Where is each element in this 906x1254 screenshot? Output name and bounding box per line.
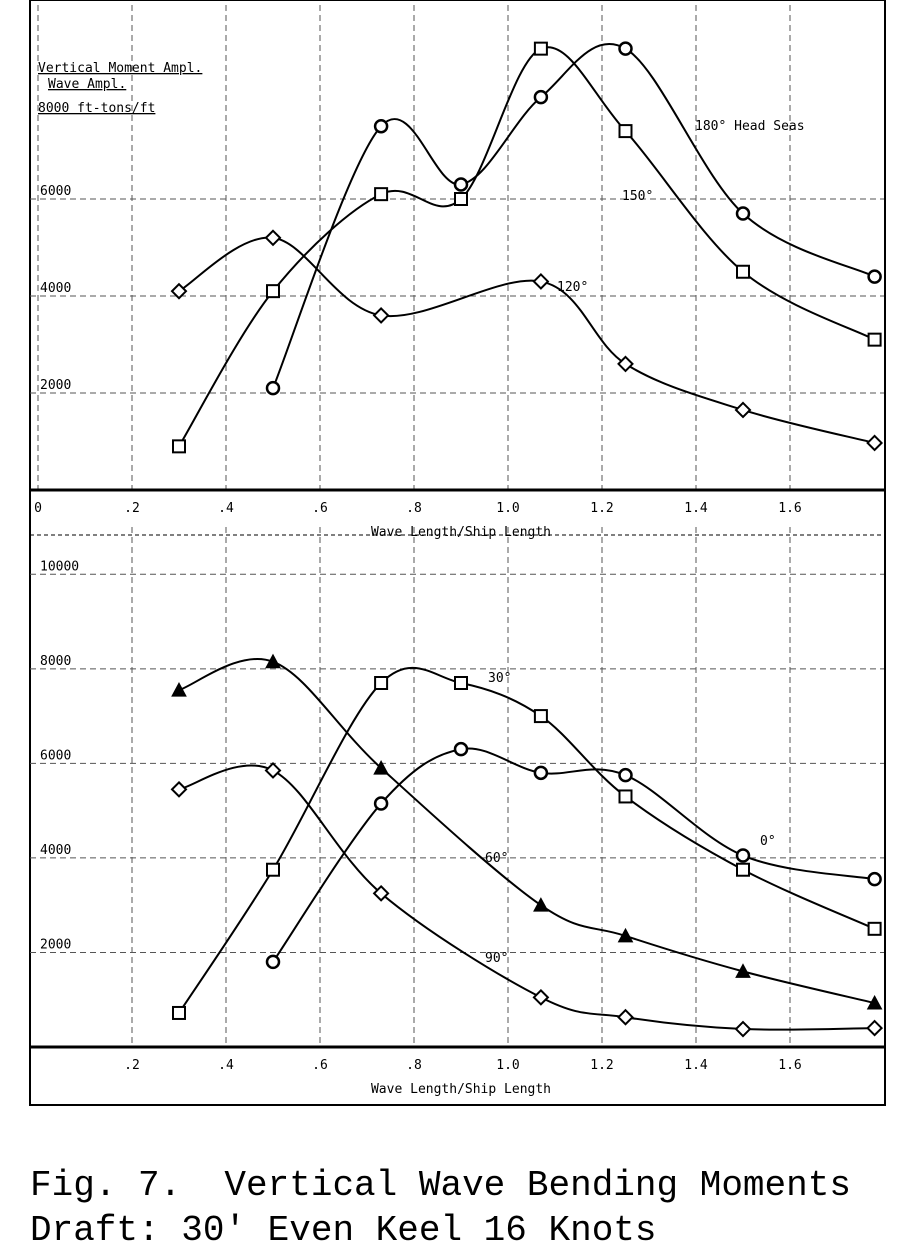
marker — [866, 994, 883, 1010]
x-tick-label: 1.2 — [590, 501, 613, 516]
series-label: 30° — [488, 671, 511, 686]
marker — [170, 780, 188, 798]
series-label: 180° Head Seas — [695, 119, 805, 134]
y-tick-label: 6000 — [40, 748, 71, 763]
marker — [266, 284, 280, 299]
x-tick-label: .6 — [312, 501, 328, 516]
marker — [736, 862, 750, 877]
caption: Fig. 7. Vertical Wave Bending Moments — [30, 1165, 851, 1206]
marker — [532, 273, 550, 290]
x-tick-label: 0 — [34, 501, 42, 516]
series-label: 120° — [557, 280, 588, 295]
marker — [866, 434, 884, 452]
y-tick-label: 4000 — [40, 843, 71, 858]
curve — [272, 42, 876, 389]
y-tick-label: 2000 — [40, 378, 71, 393]
series-label: 0° — [760, 834, 776, 849]
x-tick-label: 1.4 — [684, 1058, 708, 1073]
marker — [373, 760, 389, 775]
series-label: 90° — [485, 951, 508, 966]
marker — [265, 380, 281, 396]
marker — [372, 306, 390, 324]
y-axis-label: Wave Ampl. — [48, 77, 126, 92]
marker — [373, 796, 389, 811]
marker — [170, 282, 188, 300]
caption: Draft: 30' Even Keel 16 Knots — [30, 1210, 657, 1251]
marker — [374, 187, 389, 202]
x-tick-label: .8 — [406, 1058, 422, 1073]
marker — [867, 332, 882, 347]
marker — [734, 1020, 752, 1038]
frame — [29, 0, 886, 1106]
y-tick-label: 6000 — [40, 184, 71, 199]
marker — [735, 206, 751, 221]
marker — [736, 264, 750, 279]
x-tick-label: 1.0 — [496, 501, 519, 516]
marker — [454, 676, 468, 690]
x-axis-label: Wave Length/Ship Length — [371, 1082, 551, 1097]
marker — [618, 789, 633, 804]
x-tick-label: .6 — [312, 1058, 328, 1073]
marker — [617, 1008, 634, 1026]
marker — [374, 676, 389, 690]
marker — [372, 884, 390, 902]
marker — [266, 862, 280, 877]
x-tick-label: .4 — [218, 1058, 234, 1073]
marker — [867, 921, 882, 936]
y-tick-label: 4000 — [40, 281, 71, 296]
curve — [178, 236, 875, 444]
marker — [532, 988, 550, 1006]
marker — [533, 765, 549, 781]
curve — [178, 764, 875, 1031]
y-axis-label: Vertical Moment Ampl. — [38, 61, 202, 76]
marker — [171, 682, 187, 697]
y-tick-label: 10000 — [40, 559, 79, 574]
marker — [735, 963, 751, 978]
marker — [867, 871, 882, 887]
x-axis-label: Wave Length/Ship Length — [371, 525, 551, 540]
marker — [734, 401, 752, 419]
marker — [265, 954, 281, 970]
marker — [867, 269, 882, 284]
y-tick-label: 8000 — [40, 654, 71, 669]
marker — [453, 177, 469, 192]
marker — [533, 41, 548, 56]
marker — [618, 767, 633, 783]
marker — [264, 762, 282, 779]
curve — [178, 46, 876, 447]
x-tick-label: .8 — [406, 501, 422, 516]
x-tick-label: 1.4 — [684, 501, 708, 516]
marker — [453, 741, 469, 757]
marker — [866, 1019, 884, 1037]
marker — [735, 848, 751, 863]
y-tick-label: 2000 — [40, 937, 71, 952]
series-label: 150° — [622, 189, 653, 204]
marker — [172, 1005, 186, 1020]
y-axis-label: 8000 ft-tons/ft — [38, 101, 155, 116]
marker — [533, 89, 549, 105]
x-tick-label: .2 — [124, 1058, 140, 1073]
marker — [618, 124, 633, 139]
marker — [264, 229, 282, 247]
x-tick-label: 1.6 — [778, 501, 801, 516]
curve — [272, 747, 875, 963]
marker — [373, 119, 389, 134]
x-tick-label: .4 — [218, 501, 234, 516]
marker — [533, 897, 549, 912]
marker — [265, 653, 281, 669]
marker — [617, 355, 634, 373]
marker — [454, 192, 468, 206]
marker — [533, 709, 548, 724]
series-label: 60° — [485, 851, 508, 866]
curve — [178, 658, 875, 1005]
x-tick-label: .2 — [124, 501, 140, 516]
x-tick-label: 1.6 — [778, 1058, 801, 1073]
x-tick-label: 1.0 — [496, 1058, 519, 1073]
marker — [617, 927, 634, 943]
marker — [172, 439, 186, 454]
x-tick-label: 1.2 — [590, 1058, 613, 1073]
marker — [618, 41, 633, 56]
